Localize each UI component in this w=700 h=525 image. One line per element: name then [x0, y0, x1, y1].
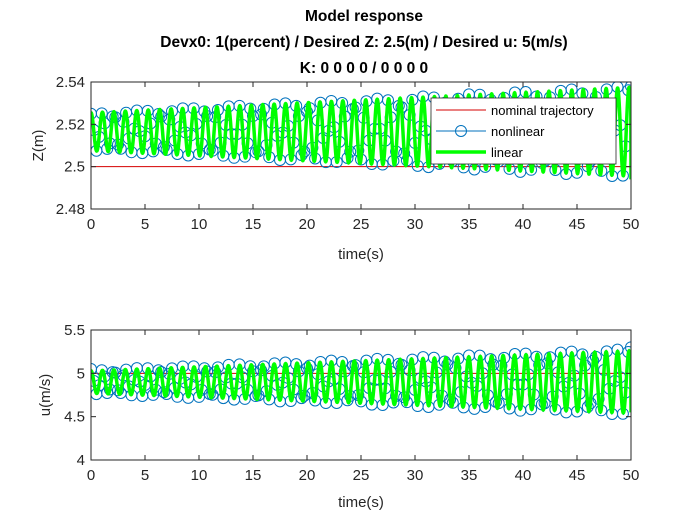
z-y-tick-label: 2.48 — [56, 201, 85, 218]
title-line-3: K: 0 0 0 0 / 0 0 0 0 — [300, 60, 428, 77]
u-x-tick-label: 15 — [245, 467, 262, 484]
u-y-tick-label: 4.5 — [64, 409, 85, 426]
u-nonlinear-marker — [625, 341, 631, 354]
u-x-tick-label: 0 — [87, 467, 95, 484]
z-x-tick-label: 20 — [299, 216, 316, 233]
z-x-tick-label: 10 — [191, 216, 208, 233]
legend: nominal trajectory nonlinear linear — [430, 97, 617, 165]
z-x-tick-label: 45 — [569, 216, 586, 233]
z-tick-layer: 0 5 10 15 20 25 30 35 40 45 50 2.48 2.5 2.52 2.54 — [56, 74, 640, 233]
u-series-linear — [91, 349, 631, 415]
u-x-axis-label: time(s) — [338, 494, 384, 511]
z-x-tick-label: 35 — [461, 216, 478, 233]
u-x-tick-label: 5 — [141, 467, 149, 484]
u-plot-layer — [91, 341, 631, 420]
u-x-tick-label: 25 — [353, 467, 370, 484]
legend-nonlinear-marker — [455, 125, 467, 137]
figure-title: Model response Devx0: 1(percent) / Desir… — [160, 8, 567, 77]
legend-linear-label: linear — [491, 145, 523, 160]
title-line-2: Devx0: 1(percent) / Desired Z: 2.5(m) / … — [160, 34, 567, 51]
z-x-tick-label: 15 — [245, 216, 262, 233]
u-y-tick-label: 5.5 — [64, 322, 85, 339]
u-tick-layer: 0 5 10 15 20 25 30 35 40 45 50 4 4.5 5 5.5 — [64, 322, 639, 484]
z-x-axis-label: time(s) — [338, 246, 384, 263]
z-x-tick-label: 50 — [623, 216, 640, 233]
u-x-tick-label: 10 — [191, 467, 208, 484]
u-y-tick-label: 5 — [77, 365, 85, 382]
u-linear-line — [91, 349, 631, 415]
u-response-axes: 0 5 10 15 20 25 30 35 40 45 50 4 4.5 5 5.5 time(s) u(m… — [37, 322, 639, 511]
u-x-tick-label: 50 — [623, 467, 640, 484]
z-x-tick-label: 40 — [515, 216, 532, 233]
z-y-tick-label: 2.54 — [56, 74, 85, 91]
z-y-tick-label: 2.52 — [56, 116, 85, 133]
u-x-tick-label: 20 — [299, 467, 316, 484]
z-x-tick-label: 30 — [407, 216, 424, 233]
z-response-axes: 0 5 10 15 20 25 30 35 40 45 50 2.48 2.5 2.52 2.54 time… — [30, 74, 639, 263]
u-y-tick-label: 4 — [77, 452, 85, 469]
z-x-tick-label: 0 — [87, 216, 95, 233]
z-x-tick-label: 25 — [353, 216, 370, 233]
z-y-axis-label: Z(m) — [30, 130, 47, 162]
z-x-tick-label: 5 — [141, 216, 149, 233]
u-y-axis-label: u(m/s) — [37, 374, 54, 417]
title-line-1: Model response — [305, 8, 423, 25]
u-x-tick-label: 35 — [461, 467, 478, 484]
u-x-tick-label: 30 — [407, 467, 424, 484]
u-x-tick-label: 40 — [515, 467, 532, 484]
u-x-tick-label: 45 — [569, 467, 586, 484]
z-nonlinear-marker — [625, 82, 631, 93]
z-y-tick-label: 2.5 — [64, 159, 85, 176]
legend-nonlinear-label: nonlinear — [491, 124, 545, 139]
legend-nominal-label: nominal trajectory — [491, 103, 594, 118]
